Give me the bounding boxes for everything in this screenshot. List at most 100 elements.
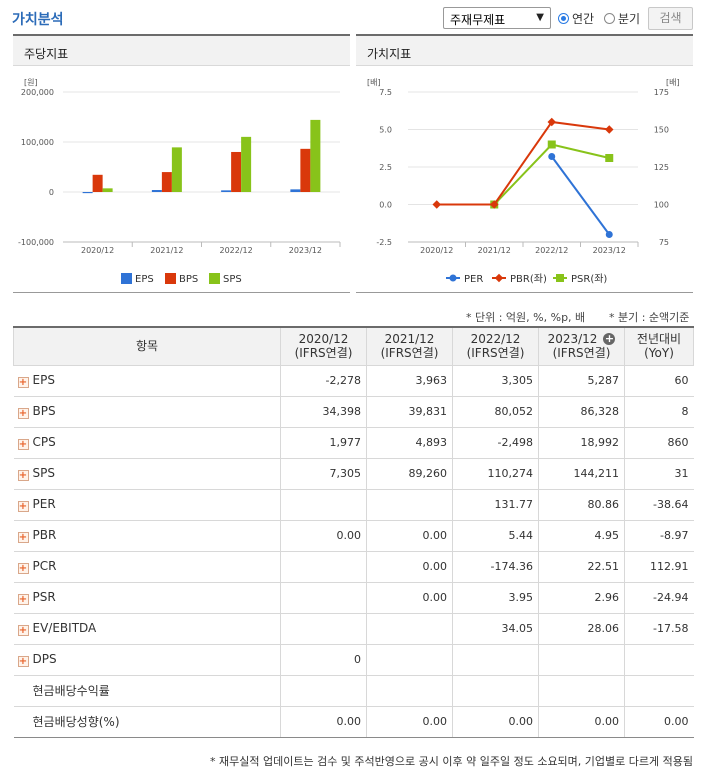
pbr-point [605, 125, 614, 134]
value-cell: 80.86 [538, 488, 625, 521]
unit-label-left: [배] [367, 78, 381, 87]
valuation-panel: 가치지표 [배] [배] 7.5 175 5.0 150 2.5 125 0.0 100 -2.5 7… [356, 34, 693, 293]
expand-plus-icon[interactable]: + [17, 625, 29, 636]
value-cell: 34,398 [280, 395, 367, 428]
value-cell: 0.00 [366, 519, 453, 552]
unit-note: * 단위 : 억원, %, %p, 배 [466, 311, 586, 324]
bar-bps [92, 174, 103, 192]
bar-eps [151, 190, 162, 192]
value-cell: 18,992 [538, 426, 625, 459]
row-label-cell[interactable]: + EV/EBITDA [13, 612, 194, 645]
psr-point [605, 154, 614, 162]
spacer-cell [193, 519, 281, 552]
expand-plus-icon[interactable]: + [17, 656, 29, 667]
expand-plus-icon[interactable]: + [17, 470, 29, 481]
row-label-cell: 현금배당성향(%) [13, 705, 194, 738]
value-cell: 28.06 [538, 612, 625, 645]
row-label: EV/EBITDA [32, 621, 97, 635]
value-cell: -174.36 [452, 550, 539, 583]
x-tick-label: 2020/12 [81, 246, 114, 255]
legend-label: PBR(좌) [510, 273, 547, 285]
expand-plus-icon[interactable]: + [17, 377, 29, 388]
expand-plus-icon[interactable]: + [17, 563, 29, 574]
value-cell: 7,305 [280, 457, 367, 490]
expand-plus-icon[interactable]: + [17, 439, 29, 450]
row-label-cell[interactable]: + DPS [13, 643, 194, 676]
value-cell: 39,831 [366, 395, 453, 428]
spacer-cell [193, 550, 281, 583]
radio-quarter[interactable]: 분기 [604, 10, 640, 26]
row-label-cell[interactable]: + PSR [13, 581, 194, 614]
expand-plus-icon[interactable]: + [17, 501, 29, 512]
radio-annual[interactable]: 연간 [558, 10, 594, 26]
per-share-panel: 주당지표 [원] 200,000 100,000 0 -100,000 2020/12 20… [13, 34, 350, 293]
search-button[interactable]: 검색 [648, 7, 693, 30]
value-cell [538, 674, 625, 707]
legend-label: EPS [135, 274, 154, 285]
row-label-cell[interactable]: + BPS [13, 395, 194, 428]
value-cell [280, 612, 367, 645]
value-cell: 0.00 [624, 705, 694, 738]
statement-select[interactable]: 주재무제표 ▼ [443, 7, 551, 29]
value-cell [624, 643, 694, 676]
legend-marker [556, 274, 564, 282]
row-label: SPS [32, 466, 55, 480]
chevron-down-icon: ▼ [536, 12, 544, 23]
value-cell [366, 612, 453, 645]
bar-bps [231, 151, 242, 192]
value-cell: -38.64 [624, 488, 694, 521]
per-point [548, 153, 556, 160]
x-tick-label: 2023/12 [593, 246, 626, 255]
value-cell: 34.05 [452, 612, 539, 645]
left-tick-label: -2.5 [376, 238, 392, 247]
value-cell: 89,260 [366, 457, 453, 490]
table-header-row: 항목 2020/12 (IFRS연결) 2021/12 (IFRS연결) 2022/12(… [13, 326, 694, 366]
value-cell: 0.00 [366, 581, 453, 614]
row-label-cell[interactable]: + PBR [13, 519, 194, 552]
table-row: + PBR 0.00 0.00 5.44 4.95 -8.97 [13, 519, 694, 552]
spacer-cell [193, 643, 281, 676]
panel-divider [13, 292, 350, 293]
value-cell: 3,963 [366, 364, 453, 397]
quarter-note: * 분기 : 순액기준 [609, 311, 690, 324]
series-line-1 [436, 120, 610, 206]
header-period: 2022/12 (IFRS연결) [452, 326, 539, 366]
expand-plus-icon[interactable]: + [17, 532, 29, 543]
spacer-cell [193, 457, 281, 490]
row-label-cell[interactable]: + EPS [13, 364, 194, 397]
table-row: + PSR 0.00 3.95 2.96 -24.94 [13, 581, 694, 614]
row-label-cell[interactable]: + PCR [13, 550, 194, 583]
add-period-icon[interactable]: + [603, 332, 616, 346]
per-share-panel-title: 주당지표 [13, 34, 350, 66]
expand-plus-icon[interactable]: + [17, 594, 29, 605]
value-cell: 0.00 [280, 705, 367, 738]
y-tick-label: -100,000 [18, 238, 54, 247]
row-label-cell[interactable]: + PER [13, 488, 194, 521]
table-row: + EV/EBITDA 34.05 28.06 -17.58 [13, 612, 694, 645]
unit-label: [원] [24, 78, 38, 87]
bar-sps [310, 119, 321, 192]
value-cell [538, 643, 625, 676]
row-label-cell[interactable]: + SPS [13, 457, 194, 490]
bar-eps [221, 190, 232, 192]
bar-eps [82, 192, 93, 194]
row-label: BPS [32, 404, 56, 418]
table-row: + PCR 0.00 -174.36 22.51 112.91 [13, 550, 694, 583]
header-period: 전년대비 (YoY) [624, 326, 694, 366]
bar-sps [171, 147, 182, 192]
right-tick-label: 175 [654, 88, 669, 97]
x-tick-label: 2022/12 [535, 246, 568, 255]
row-label-cell: 현금배당수익률 [13, 674, 194, 707]
left-tick-label: 2.5 [379, 163, 392, 172]
row-label-cell[interactable]: + CPS [13, 426, 194, 459]
series-line-0 [550, 155, 611, 236]
value-cell: -17.58 [624, 612, 694, 645]
spacer-cell [193, 674, 281, 707]
value-cell: -2,278 [280, 364, 367, 397]
table-row: + PER 131.77 80.86 -38.64 [13, 488, 694, 521]
per-share-bar-chart: [원]200,000 100,000 0 -100,000 2020/12 2021/12… [18, 78, 341, 285]
legend-swatch [209, 273, 220, 284]
legend-swatch [165, 273, 176, 284]
expand-plus-icon[interactable]: + [17, 408, 29, 419]
value-cell: 0.00 [280, 519, 367, 552]
